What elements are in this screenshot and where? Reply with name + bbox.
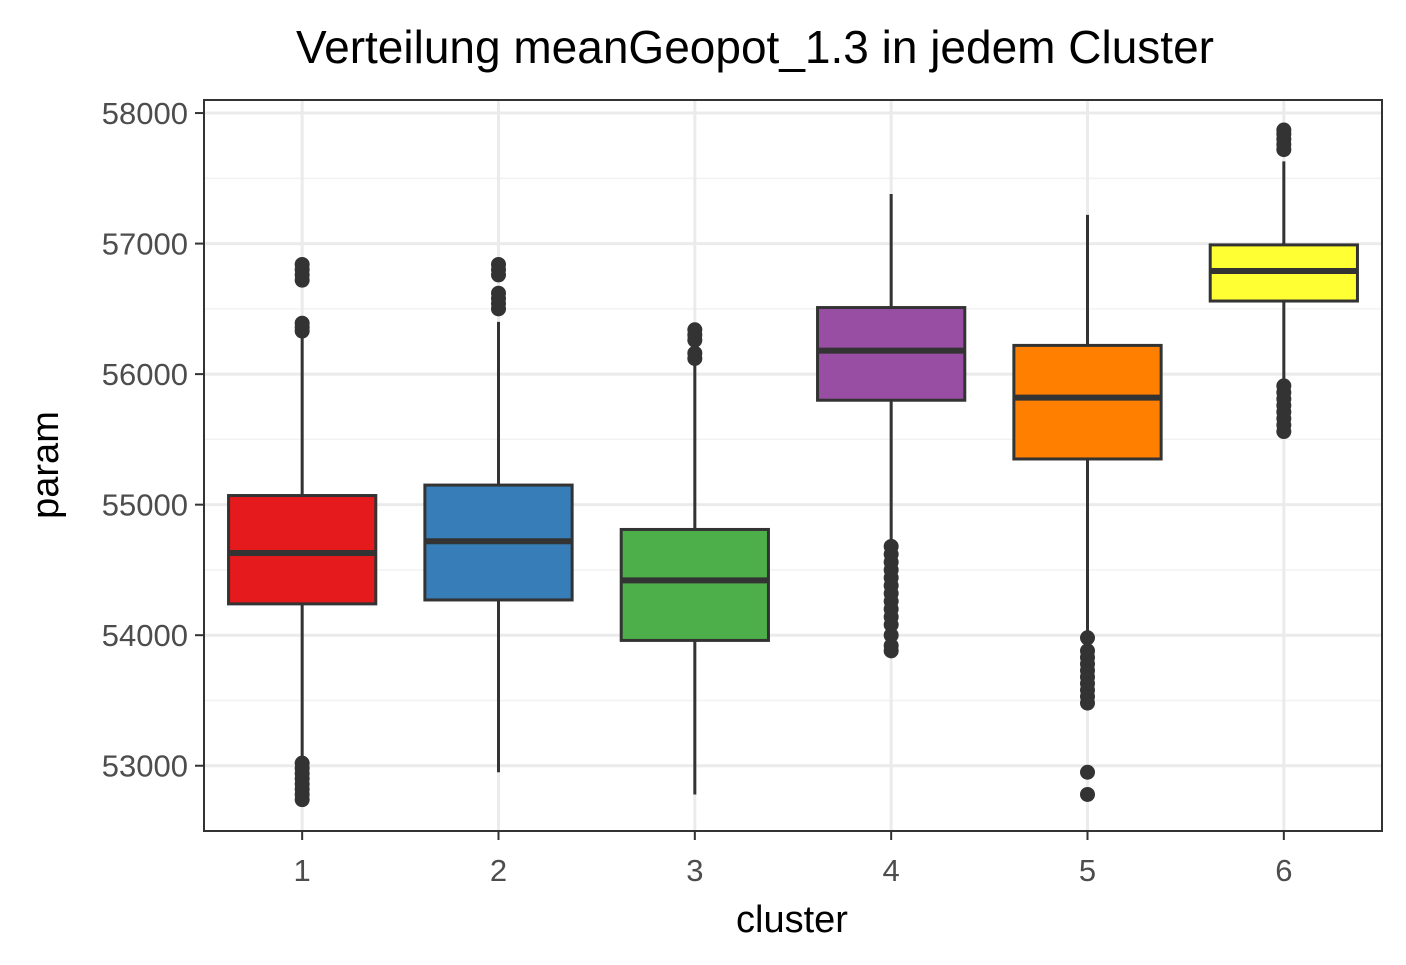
y-tick-label: 58000	[102, 96, 188, 131]
x-tick-label: 3	[686, 853, 703, 888]
axes: 53000 54000 55000 56000 57000 58000 1 2 3 4 5 6	[102, 96, 1293, 888]
x-tick-label: 1	[294, 853, 311, 888]
box-group-cluster-3	[619, 322, 770, 795]
y-tick-label: 55000	[102, 488, 188, 523]
box-group-cluster-1	[227, 256, 378, 808]
outlier-point	[1080, 643, 1095, 659]
outlier-point	[687, 322, 703, 338]
outlier-point	[1080, 786, 1095, 802]
box-group-cluster-2	[423, 256, 574, 773]
box-group-cluster-6	[1208, 122, 1359, 440]
outlier-point	[883, 638, 899, 654]
x-tick-label: 2	[490, 853, 507, 888]
outlier-point	[1276, 122, 1292, 138]
box-group-cluster-5	[1012, 214, 1163, 802]
x-tick-label: 6	[1275, 853, 1292, 888]
outlier-point	[491, 256, 506, 272]
y-tick-label: 54000	[102, 618, 188, 653]
x-axis-title: cluster	[736, 899, 848, 941]
plot-background	[204, 100, 1382, 831]
outlier-point	[883, 627, 899, 643]
outlier-point	[687, 345, 703, 361]
outlier-point	[883, 538, 899, 554]
box-iqr	[1012, 343, 1163, 461]
y-tick-label: 53000	[102, 749, 188, 784]
plot-panel-border	[203, 99, 1383, 832]
chart-title: Verteilung meanGeopot_1.3 in jedem Clust…	[296, 21, 1214, 73]
y-tick-label: 56000	[102, 357, 188, 392]
outlier-point	[491, 285, 506, 301]
box-group-cluster-4	[816, 193, 967, 659]
outlier-point	[1276, 378, 1292, 394]
y-tick-label: 57000	[102, 227, 188, 262]
boxes-layer	[227, 122, 1359, 808]
box-iqr	[816, 306, 967, 402]
outlier-point	[294, 256, 310, 272]
outlier-point	[1080, 764, 1095, 780]
box-iqr	[619, 527, 770, 642]
outlier-point	[1080, 630, 1095, 646]
box-iqr	[227, 494, 378, 606]
y-axis-title: param	[25, 411, 67, 519]
outlier-point	[294, 755, 310, 771]
outlier-point	[294, 315, 310, 331]
x-tick-label: 4	[883, 853, 900, 888]
x-tick-label: 5	[1079, 853, 1096, 888]
